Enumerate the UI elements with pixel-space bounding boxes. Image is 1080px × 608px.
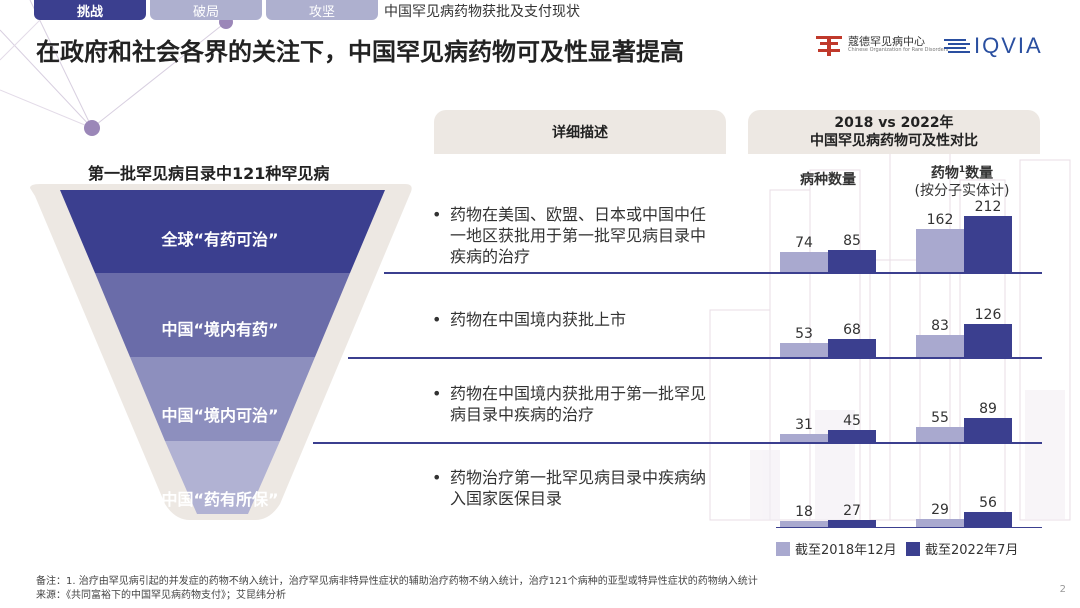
funnel-label-domestic-available: 中国“境内有药”	[161, 320, 279, 339]
tab-tackle[interactable]: 攻坚	[266, 0, 378, 20]
bar-value-label: 74	[795, 235, 813, 251]
bar-drug-count-2022	[964, 512, 1012, 527]
iqvia-logo: IQVIA	[944, 33, 1043, 59]
source-note: 来源：《共同富裕下的中国罕见病药物支付》；艾昆纬分析	[36, 590, 286, 601]
tab-label: 攻坚	[308, 4, 335, 20]
cord-logo-en: Chinese Organization for Rare Disorders	[848, 47, 949, 54]
comparison-header-line2: 中国罕见病药物可及性对比	[810, 133, 978, 149]
bar-value-label: 53	[795, 326, 813, 342]
tab-breakthrough[interactable]: 破局	[150, 0, 262, 20]
bar-drug-count-2022	[964, 418, 1012, 442]
bar-value-label: 68	[843, 322, 861, 338]
footnote: 备注：1. 治疗由罕见病引起的并发症的药物不纳入统计，治疗罕见病非特异性症状的辅…	[36, 576, 758, 587]
bar-value-label: 31	[795, 417, 813, 433]
cord-logo-icon	[816, 36, 842, 56]
bar-disease-count-2018	[780, 252, 828, 272]
network-node	[84, 120, 100, 136]
bar-value-label: 45	[843, 413, 861, 429]
bar-value-label: 55	[931, 410, 949, 426]
funnel-level-1	[60, 190, 385, 273]
breadcrumb: 中国罕见病药物获批及支付现状	[384, 4, 580, 20]
bar-value-label: 85	[843, 233, 861, 249]
bar-value-label: 162	[927, 212, 954, 228]
funnel-level-2	[95, 273, 350, 357]
iqvia-logo-icon	[944, 39, 970, 53]
bar-value-label: 83	[931, 318, 949, 334]
footnote-marker: 1	[958, 165, 966, 175]
funnel-label-global: 全球“有药可治”	[161, 230, 279, 249]
funnel	[30, 184, 412, 520]
bar-drug-count-2018	[916, 427, 964, 442]
description-item: • 药物在中国境内获批用于第一批罕见病目录中疾病的治疗	[432, 383, 710, 425]
funnel-label-domestic-treatable: 中国“境内可治”	[161, 406, 279, 425]
comparison-header: 2018 vs 2022年 中国罕见病药物可及性对比	[748, 110, 1040, 154]
legend-label-2018: 截至2018年12月	[795, 543, 897, 558]
description-text: 药物在中国境内获批上市	[450, 310, 627, 329]
page-number: 2	[1059, 584, 1066, 595]
iqvia-logo-text: IQVIA	[974, 33, 1043, 58]
bar-disease-count-2018	[780, 343, 828, 357]
bar-value-label: 89	[979, 401, 997, 417]
col-header-diseases: 病种数量	[800, 172, 856, 188]
row-separator	[776, 527, 1042, 528]
funnel-label-insured: 中国“药有所保”	[161, 490, 279, 509]
bar-value-label: 18	[795, 504, 813, 520]
description-text: 药物在中国境内获批用于第一批罕见病目录中疾病的治疗	[450, 384, 707, 424]
decorative-network	[0, 0, 233, 136]
bar-disease-count-2022	[828, 520, 876, 527]
bar-drug-count-2022	[964, 216, 1012, 272]
tab-label: 破局	[192, 4, 219, 20]
description-text: 药物治疗第一批罕见病目录中疾病纳入国家医保目录	[450, 468, 707, 508]
legend-item-2018: 截至2018年12月	[776, 539, 897, 558]
bar-drug-count-2018	[916, 519, 964, 527]
description-header: 详细描述	[434, 110, 726, 154]
row-separator	[313, 442, 1042, 444]
row-separator	[384, 272, 1042, 274]
legend-label-2022: 截至2022年7月	[925, 543, 1019, 558]
bar-disease-count-2018	[780, 521, 828, 527]
bar-value-label: 212	[975, 199, 1002, 215]
description-item: • 药物在中国境内获批上市	[432, 309, 710, 330]
bar-value-label: 126	[975, 307, 1002, 323]
page-title: 在政府和社会各界的关注下，中国罕见病药物可及性显著提高	[36, 38, 684, 66]
funnel-title: 第一批罕见病目录中121种罕见病	[88, 164, 330, 183]
comparison-header-line1: 2018 vs 2022年	[834, 115, 954, 131]
description-item: • 药物治疗第一批罕见病目录中疾病纳入国家医保目录	[432, 467, 710, 509]
bar-drug-count-2018	[916, 229, 964, 272]
legend-swatch-2018	[776, 541, 790, 556]
bar-value-label: 27	[843, 503, 861, 519]
col-header-drugs-sub: (按分子实体计)	[914, 182, 1010, 199]
bar-disease-count-2022	[828, 250, 876, 272]
funnel-level-4	[165, 441, 280, 514]
bar-drug-count-2022	[964, 324, 1012, 357]
funnel-level-3	[130, 357, 315, 441]
bar-disease-count-2022	[828, 430, 876, 442]
tab-challenge[interactable]: 挑战	[34, 0, 146, 20]
bar-value-label: 56	[979, 495, 997, 511]
description-item: • 药物在美国、欧盟、日本或中国中任一地区获批用于第一批罕见病目录中疾病的治疗	[432, 204, 710, 267]
row-separator	[348, 357, 1042, 359]
cord-logo: 蔻德罕见病中心 Chinese Organization for Rare Di…	[816, 34, 948, 56]
cord-logo-cn: 蔻德罕见病中心	[848, 35, 925, 49]
bar-value-label: 29	[931, 502, 949, 518]
col-header-drugs: 药物1数量 (按分子实体计)	[900, 162, 1024, 200]
legend-item-2022: 截至2022年7月	[906, 539, 1018, 558]
bar-disease-count-2022	[828, 339, 876, 357]
bar-disease-count-2018	[780, 434, 828, 442]
tab-label: 挑战	[76, 4, 103, 20]
description-text: 药物在美国、欧盟、日本或中国中任一地区获批用于第一批罕见病目录中疾病的治疗	[450, 205, 707, 266]
bar-drug-count-2018	[916, 335, 964, 357]
legend-swatch-2022	[906, 541, 920, 556]
